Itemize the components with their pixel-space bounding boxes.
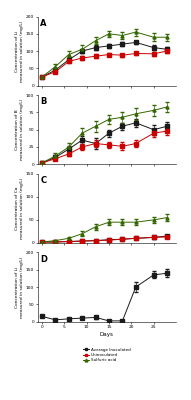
Text: B: B <box>40 97 47 106</box>
Legend: Average Inoculated, Uninoculated, Sulfuric acid: Average Inoculated, Uninoculated, Sulfur… <box>83 348 131 362</box>
Text: D: D <box>40 254 47 264</box>
Y-axis label: Concentration of Li
measured in solution (mg/L): Concentration of Li measured in solution… <box>15 256 24 318</box>
Y-axis label: Concentration of Li
measured in solution (mg/L): Concentration of Li measured in solution… <box>15 20 24 82</box>
Y-axis label: Concentration of B
measured in solution (mg/L): Concentration of B measured in solution … <box>15 99 24 160</box>
X-axis label: Days: Days <box>100 332 114 337</box>
Text: C: C <box>40 176 46 185</box>
Y-axis label: Concentration of Ca
measured in solution (mg/L): Concentration of Ca measured in solution… <box>15 178 24 239</box>
Text: A: A <box>40 18 47 28</box>
